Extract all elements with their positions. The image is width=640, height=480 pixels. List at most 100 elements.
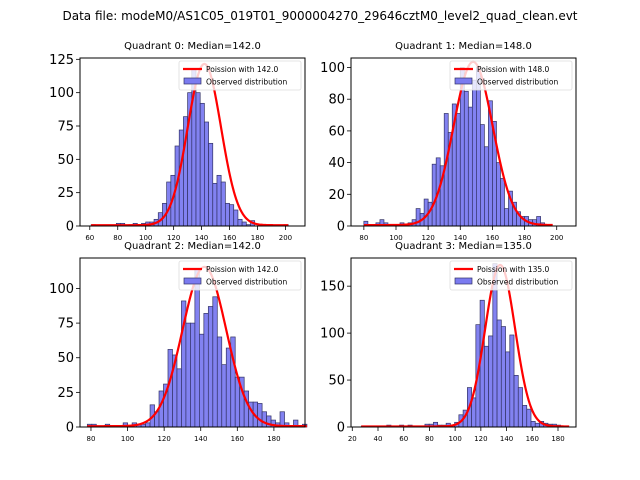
histogram-bar	[488, 335, 494, 428]
histogram-bar	[167, 349, 173, 428]
legend-box	[449, 260, 573, 291]
legend-label-observed: Observed distribution	[477, 278, 558, 287]
histogram-bar	[233, 209, 239, 227]
histogram-bar	[467, 106, 473, 227]
x-tick-label: 160	[231, 435, 244, 443]
axes-frame	[350, 257, 577, 428]
x-tick-label: 80	[425, 435, 434, 443]
subplot-title: Quadrant 0: Median=142.0	[124, 41, 261, 52]
x-tick-label: 60	[85, 234, 94, 242]
histogram-bar	[224, 202, 230, 227]
legend: Poission with 142.0 Observed distribution	[178, 260, 302, 291]
x-tick-label: 180	[251, 234, 264, 242]
legend-bar-swatch	[454, 77, 473, 85]
x-tick-label: 80	[113, 234, 122, 242]
y-tick-label: 60	[328, 124, 345, 139]
x-tick-label: 200	[550, 234, 563, 242]
x-tick-label: 140	[454, 234, 467, 242]
histogram-bars	[90, 68, 289, 227]
y-tick-label: 100	[49, 86, 74, 101]
y-tick-label: 0	[337, 220, 345, 235]
x-tick-label: 40	[374, 435, 383, 443]
subplot-quadrant-0: Quadrant 0: Median=142.0 0 25 50 75 100 125 60 8…	[49, 41, 306, 242]
x-tick-label: 100	[389, 234, 402, 242]
x-tick-label: 60	[399, 435, 408, 443]
y-tick-label: 100	[320, 61, 345, 76]
histogram-bar	[220, 181, 226, 227]
x-tick-label: 120	[157, 435, 170, 443]
histogram-bar	[178, 129, 184, 227]
legend-label-observed: Observed distribution	[477, 78, 558, 87]
x-tick-label: 160	[486, 234, 499, 242]
histogram-bar	[212, 182, 218, 227]
subplot-title: Quadrant 1: Median=148.0	[395, 41, 532, 52]
y-tick-label: 20	[328, 188, 345, 203]
poisson-curve	[91, 62, 289, 227]
y-tick-label: 0	[337, 421, 345, 436]
histogram-bar	[237, 218, 243, 227]
histogram-bar	[145, 422, 151, 428]
histogram-bar	[216, 336, 223, 428]
histogram-bar	[504, 208, 509, 227]
histogram-bar	[517, 387, 523, 428]
histogram-bar	[203, 313, 209, 428]
subplot-title: Quadrant 2: Median=142.0	[124, 241, 261, 252]
histogram-bar	[176, 368, 182, 428]
histogram-bar	[199, 333, 205, 428]
x-tick-label: 120	[167, 234, 180, 242]
legend-label-poisson: Poission with 135.0	[477, 265, 550, 274]
x-tick-label: 100	[448, 435, 461, 443]
x-tick-label: 80	[359, 234, 368, 242]
subplot-title: Quadrant 3: Median=135.0	[395, 241, 532, 252]
histogram-bar	[463, 90, 469, 227]
x-tick-label: 140	[500, 435, 513, 443]
legend-bar-swatch	[454, 277, 473, 285]
y-tick-label: 25	[57, 386, 74, 401]
legend-box	[449, 60, 573, 91]
histogram-bar	[241, 221, 247, 227]
legend: Poission with 135.0 Observed distribution	[449, 260, 573, 291]
legend-label-poisson: Poission with 142.0	[206, 265, 279, 274]
legend: Poission with 148.0 Observed distribution	[449, 60, 573, 91]
histogram-bar	[526, 408, 532, 428]
legend: Poission with 142.0 Observed distribution	[178, 60, 302, 91]
histogram-bar	[534, 422, 540, 428]
histogram-bar	[476, 67, 481, 227]
x-tick-label: 200	[279, 234, 292, 242]
histogram-bar	[158, 390, 164, 428]
histogram-bar	[513, 375, 519, 428]
histogram-bar	[208, 142, 214, 227]
histogram-bars	[363, 67, 546, 227]
x-tick-label: 140	[195, 234, 208, 242]
legend-label-observed: Observed distribution	[206, 78, 287, 87]
y-tick-label: 80	[328, 93, 345, 108]
y-tick-label: 50	[57, 351, 74, 366]
legend-box	[178, 260, 302, 291]
axes-frame	[79, 57, 306, 227]
histogram-bar	[261, 411, 267, 428]
legend-bar-swatch	[183, 277, 202, 285]
histogram-bar	[207, 306, 214, 428]
histogram-bar	[204, 121, 209, 227]
y-tick-label: 100	[49, 282, 74, 297]
histogram-bar	[530, 421, 536, 428]
histogram-bar	[190, 322, 196, 428]
histogram-bars	[86, 268, 308, 428]
histogram-bar	[279, 411, 285, 428]
figure-suptitle: Data file: modeM0/AS1C05_019T01_90000042…	[62, 9, 577, 23]
legend-label-poisson: Poission with 142.0	[206, 65, 279, 74]
x-tick-label: 180	[518, 234, 531, 242]
histogram-bar	[229, 204, 235, 227]
histogram-bar	[216, 174, 222, 227]
y-tick-label: 100	[320, 327, 345, 342]
x-tick-label: 140	[194, 435, 207, 443]
histogram-bar	[199, 102, 205, 227]
y-tick-label: 0	[66, 220, 74, 235]
poisson-curve	[361, 263, 570, 428]
histogram-bar	[471, 397, 477, 428]
axes-frame	[350, 57, 577, 227]
histogram-bar	[431, 163, 437, 227]
y-tick-label: 75	[57, 317, 74, 332]
histogram-bar	[221, 364, 227, 428]
